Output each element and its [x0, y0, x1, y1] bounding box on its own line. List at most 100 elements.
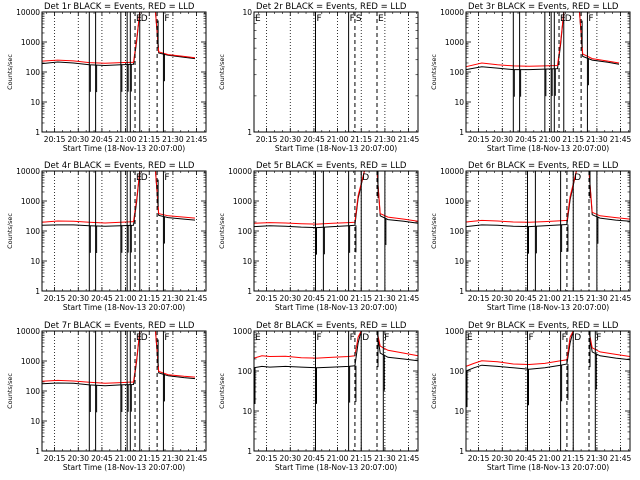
- event-marker-label: F: [529, 333, 534, 343]
- y-tick-label: 1000: [21, 38, 40, 47]
- event-marker-label: F: [164, 173, 169, 183]
- detector-panel: Det 1r BLACK = Events, RED = LLD 1 10 100 10…: [6, 2, 208, 153]
- x-tick-label: 20:45: [91, 294, 113, 303]
- detector-panel: Det 5r BLACK = Events, RED = LLD 1 10 100 10…: [218, 161, 420, 312]
- y-axis-label: Counts/sec: [218, 54, 226, 90]
- x-tick-label: 21:30: [162, 135, 184, 144]
- detector-panel: Det 3r BLACK = Events, RED = LLD 1 10 100 10…: [430, 2, 632, 153]
- x-tick-label: 20:15: [256, 454, 278, 463]
- x-tick-label: 20:45: [515, 294, 537, 303]
- event-marker-label: F: [596, 333, 601, 343]
- x-axis-label: Start Time (18-Nov-13 20:07:00): [487, 303, 609, 312]
- y-tick-label: 1: [35, 287, 40, 296]
- x-tick-label: 20:30: [491, 454, 513, 463]
- y-tick-label: 10: [454, 257, 464, 266]
- y-tick-label: 1000: [445, 327, 464, 336]
- event-marker-label: F: [317, 14, 322, 24]
- panel-title: Det 8r BLACK = Events, RED = LLD: [256, 321, 407, 331]
- x-tick-label: 21:15: [350, 135, 372, 144]
- y-tick-label: 1: [35, 447, 40, 456]
- event-marker-label: F: [317, 333, 322, 343]
- event-marker-label: F: [164, 333, 169, 343]
- x-tick-label: 20:30: [491, 294, 513, 303]
- y-tick-label: 10000: [440, 167, 464, 176]
- event-marker-label: D: [362, 333, 369, 343]
- plot-frame: [253, 170, 419, 292]
- detector-panel: Det 9r BLACK = Events, RED = LLD 1 10 100 10…: [430, 321, 632, 472]
- y-tick-label: 100: [450, 227, 465, 236]
- y-tick-label: 1000: [445, 197, 464, 206]
- panel-title: Det 5r BLACK = Events, RED = LLD: [256, 161, 407, 171]
- x-tick-label: 21:00: [327, 454, 349, 463]
- event-marker-label: D: [574, 173, 581, 183]
- x-tick-label: 21:15: [138, 294, 160, 303]
- y-tick-label: 10000: [440, 8, 464, 17]
- x-axis-label: Start Time (18-Nov-13 20:07:00): [63, 463, 185, 472]
- panel-title: Det 3r BLACK = Events, RED = LLD: [468, 2, 619, 12]
- y-axis-label: Counts/sec: [218, 213, 226, 249]
- plot-frame: [41, 170, 207, 292]
- panel-title: Det 1r BLACK = Events, RED = LLD: [44, 2, 195, 12]
- y-axis-label: Counts/sec: [6, 213, 14, 249]
- series-line-events: [465, 170, 631, 228]
- plot-frame: [253, 11, 419, 133]
- x-axis-label: Start Time (18-Nov-13 20:07:00): [275, 144, 397, 153]
- series-line-lld: [465, 330, 631, 367]
- series-line-events: [41, 170, 196, 227]
- y-tick-label: 10000: [16, 327, 40, 336]
- x-tick-label: 21:00: [115, 454, 137, 463]
- y-tick-label: 10: [30, 98, 40, 107]
- event-marker-label: D: [574, 333, 581, 343]
- x-tick-label: 21:15: [138, 454, 160, 463]
- event-marker-label: F: [350, 333, 355, 343]
- y-tick-label: 1: [459, 128, 464, 137]
- x-tick-label: 21:15: [562, 135, 584, 144]
- y-tick-label: 100: [26, 387, 41, 396]
- y-axis-label: Counts/sec: [218, 373, 226, 409]
- series-line-events: [253, 170, 419, 229]
- x-tick-label: 20:30: [491, 135, 513, 144]
- x-tick-label: 21:15: [350, 294, 372, 303]
- x-tick-label: 21:30: [374, 135, 396, 144]
- x-tick-label: 21:00: [327, 294, 349, 303]
- y-tick-label: 100: [26, 227, 41, 236]
- plot-frame: [465, 330, 631, 452]
- series-line-lld: [253, 330, 419, 359]
- event-marker-label: F: [384, 333, 389, 343]
- detector-panel: Det 7r BLACK = Events, RED = LLD 1 10 100 10…: [6, 321, 208, 472]
- y-tick-label: 100: [450, 68, 465, 77]
- event-marker-label: E: [467, 333, 473, 343]
- detector-panel: Det 6r BLACK = Events, RED = LLD 1 10 100 10…: [430, 161, 632, 312]
- y-tick-label: 1: [247, 447, 252, 456]
- plot-frame: [465, 11, 631, 133]
- y-axis-label: Counts/sec: [430, 54, 438, 90]
- panel-title: Det 7r BLACK = Events, RED = LLD: [44, 321, 195, 331]
- x-tick-label: 21:45: [186, 135, 208, 144]
- event-marker-label: S: [356, 14, 362, 24]
- series-line-events: [41, 11, 196, 67]
- x-axis-label: Start Time (18-Nov-13 20:07:00): [275, 463, 397, 472]
- event-marker-label: E: [136, 333, 142, 343]
- y-axis-label: Counts/sec: [430, 213, 438, 249]
- y-tick-label: 10: [30, 257, 40, 266]
- y-tick-label: 10000: [16, 8, 40, 17]
- x-tick-label: 21:00: [539, 294, 561, 303]
- series-line-lld: [41, 170, 196, 224]
- series-line-events: [465, 11, 620, 71]
- event-marker-label: D: [141, 173, 148, 183]
- x-tick-label: 20:30: [67, 135, 89, 144]
- x-tick-label: 20:45: [91, 135, 113, 144]
- event-marker-label: E: [560, 14, 566, 24]
- detector-panel: Det 2r BLACK = Events, RED = LLD 1 10 20:15…: [218, 2, 420, 153]
- x-tick-label: 21:30: [586, 135, 608, 144]
- x-tick-label: 21:30: [162, 454, 184, 463]
- series-line-events: [253, 330, 419, 369]
- event-marker-label: E: [136, 14, 142, 24]
- x-tick-label: 20:15: [468, 135, 490, 144]
- x-tick-label: 20:30: [279, 135, 301, 144]
- x-tick-label: 21:00: [327, 135, 349, 144]
- y-tick-label: 1: [459, 287, 464, 296]
- event-marker-label: D: [565, 14, 572, 24]
- x-tick-label: 21:45: [610, 135, 632, 144]
